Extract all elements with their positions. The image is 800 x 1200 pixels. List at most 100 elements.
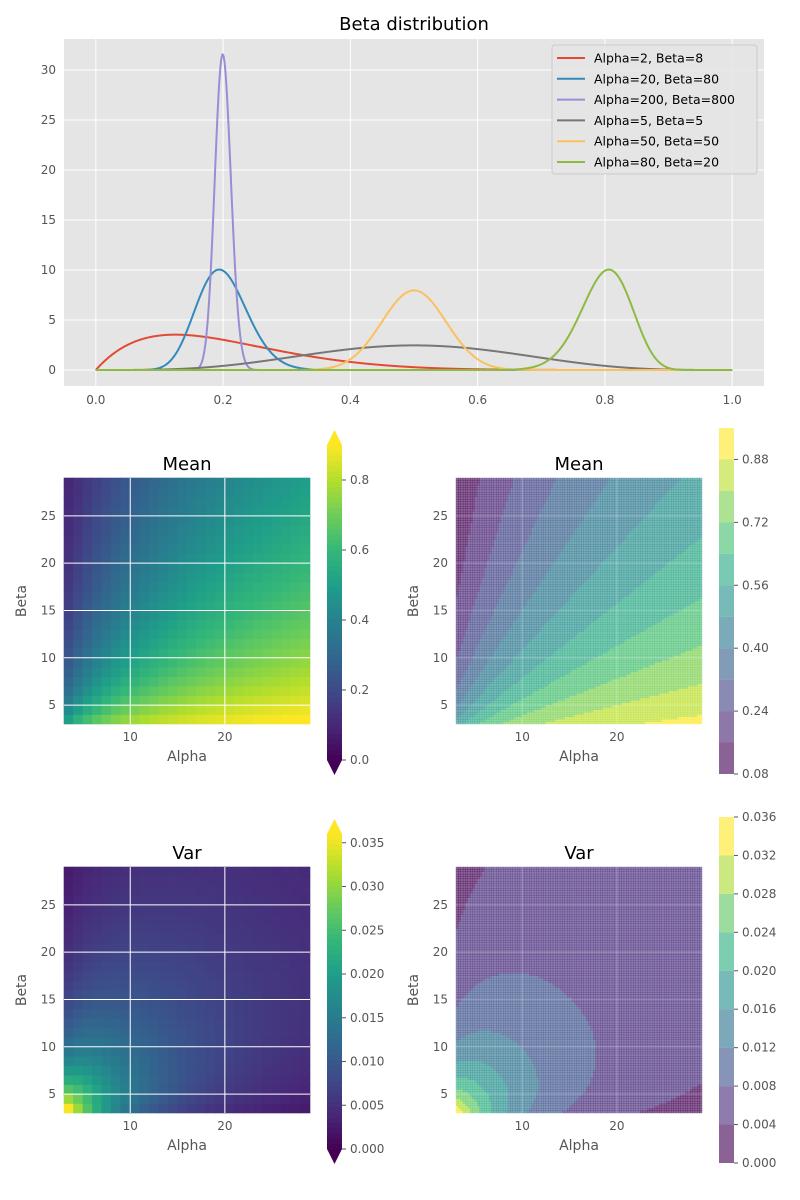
contour-cell: [513, 698, 516, 701]
contour-cell: [510, 662, 513, 665]
contour-cell: [524, 667, 527, 670]
contour-cell: [529, 490, 532, 493]
contour-cell: [505, 487, 508, 490]
contour-cell: [475, 487, 478, 490]
heatmap-cell: [102, 478, 112, 488]
contour-cell: [548, 688, 551, 691]
contour-cell: [510, 577, 513, 580]
contour-cell: [520, 516, 523, 519]
contour-cell: [534, 580, 537, 583]
contour-cell: [517, 598, 520, 601]
contour-cell: [458, 594, 461, 597]
contour-cell: [489, 513, 492, 516]
heatmap-cell: [253, 705, 263, 715]
contour-cell: [494, 577, 497, 580]
contour-cell: [529, 594, 532, 597]
contour-cell: [515, 561, 518, 564]
heatmap-cell: [92, 705, 102, 715]
contour-cell: [527, 485, 530, 488]
chart-title: Beta distribution: [339, 14, 489, 35]
contour-cell: [501, 483, 504, 486]
contour-cell: [470, 580, 473, 583]
contour-cell: [539, 712, 542, 715]
contour-cell: [458, 565, 461, 568]
contour-cell: [527, 686, 530, 689]
contour-cell: [517, 632, 520, 635]
contour-cell: [541, 565, 544, 568]
contour-cell: [468, 676, 471, 679]
contour-cell: [505, 532, 508, 535]
contour-cell: [543, 544, 546, 547]
contour-cell: [491, 539, 494, 542]
heatmap-cell: [102, 695, 112, 705]
contour-cell: [531, 615, 534, 618]
contour-cell: [465, 688, 468, 691]
contour-cell: [520, 527, 523, 530]
contour-cell: [510, 622, 513, 625]
contour-cell: [458, 490, 461, 493]
contour-cell: [510, 487, 513, 490]
contour-cell: [463, 504, 466, 507]
x-tick-label: 20: [217, 730, 232, 744]
contour-cell: [491, 509, 494, 512]
heatmap-cell: [291, 591, 301, 601]
contour-cell: [491, 698, 494, 701]
contour-cell: [508, 662, 511, 665]
contour-cell: [484, 627, 487, 630]
heatmap-cell: [206, 629, 216, 639]
contour-cell: [482, 684, 485, 687]
contour-cell: [539, 650, 542, 653]
heatmap-cell: [130, 686, 140, 696]
contour-cell: [470, 518, 473, 521]
contour-cell: [529, 553, 532, 556]
contour-cell: [484, 553, 487, 556]
contour-cell: [550, 705, 553, 708]
contour-cell: [536, 646, 539, 649]
contour-cell: [484, 570, 487, 573]
contour-cell: [479, 527, 482, 530]
contour-cell: [531, 580, 534, 583]
contour-cell: [475, 679, 478, 682]
contour-cell: [491, 598, 494, 601]
heatmap-cell: [158, 686, 168, 696]
contour-cell: [498, 509, 501, 512]
contour-cell: [496, 691, 499, 694]
contour-cell: [505, 478, 508, 481]
contour-cell: [501, 658, 504, 661]
contour-cell: [508, 504, 511, 507]
contour-cell: [489, 525, 492, 528]
contour-cell: [477, 703, 480, 706]
contour-cell: [543, 717, 546, 720]
contour-cell: [484, 712, 487, 715]
contour-cell: [548, 624, 551, 627]
contour-cell: [468, 511, 471, 514]
contour-cell: [472, 721, 475, 724]
heatmap-cell: [300, 478, 310, 488]
heatmap-cell: [215, 629, 225, 639]
heatmap-cell: [83, 478, 93, 488]
contour-cell: [472, 653, 475, 656]
contour-cell: [503, 535, 506, 538]
contour-cell: [505, 665, 508, 668]
contour-cell: [477, 620, 480, 623]
contour-cell: [534, 627, 537, 630]
heatmap-cell: [291, 657, 301, 667]
contour-cell: [470, 650, 473, 653]
contour-cell: [541, 665, 544, 668]
contour-cell: [541, 568, 544, 571]
heatmap-cell: [300, 591, 310, 601]
heatmap-cell: [291, 525, 301, 535]
contour-cell: [534, 710, 537, 713]
contour-cell: [543, 570, 546, 573]
contour-cell: [482, 698, 485, 701]
contour-cell: [501, 674, 504, 677]
heatmap-cell: [272, 686, 282, 696]
heatmap-cell: [243, 534, 253, 544]
contour-cell: [477, 639, 480, 642]
contour-cell: [541, 641, 544, 644]
contour-cell: [503, 610, 506, 613]
heatmap-cell: [225, 705, 235, 715]
contour-cell: [503, 501, 506, 504]
contour-cell: [458, 509, 461, 512]
contour-cell: [513, 565, 516, 568]
